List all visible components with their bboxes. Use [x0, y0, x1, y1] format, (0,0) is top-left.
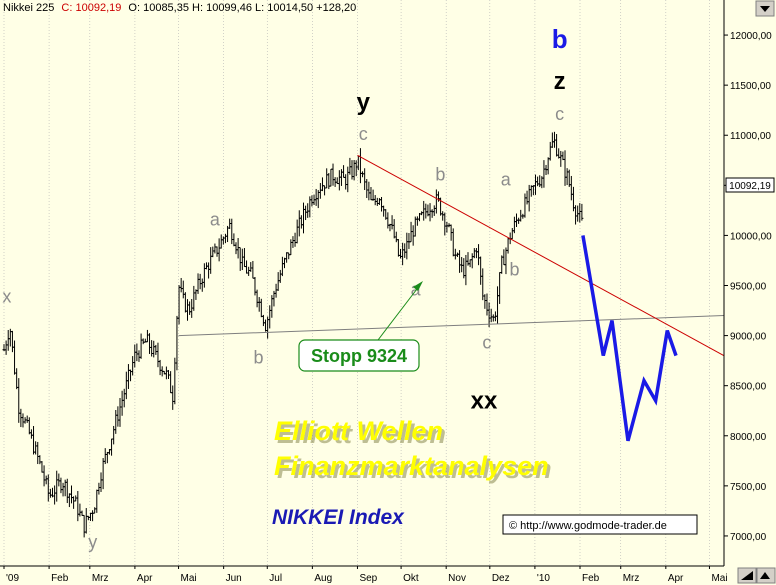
copyright: © http://www.godmode-trader.de: [509, 520, 667, 532]
y-tick-label: 8000,00: [730, 432, 767, 443]
wave-label: x: [2, 287, 11, 307]
stop-box: Stopp 9324: [311, 346, 407, 366]
x-tick-label: Feb: [51, 573, 69, 584]
y-axis-panel: [724, 0, 776, 566]
brand-title-shadow-1: Elliott Wellen: [277, 419, 446, 449]
y-tick-label: 11500,00: [730, 81, 771, 92]
brand-title-shadow-2: Finanzmarktanalysen: [277, 454, 552, 484]
x-axis-panel: [0, 566, 776, 585]
wave-label: b: [510, 259, 520, 279]
wave-label: c: [359, 124, 368, 144]
wave-label: b: [552, 24, 568, 54]
header-ohlc: O: 10085,35 H: 10099,46 L: 10014,50 +128…: [128, 2, 356, 14]
copyright-frame: [502, 514, 698, 535]
wave-label: b: [435, 164, 445, 184]
chevron-up-icon: [760, 572, 770, 579]
vertical-grid: [3, 0, 710, 566]
wave-label: y: [357, 89, 371, 116]
wave-label: a: [501, 169, 512, 189]
x-tick-label: Sep: [359, 573, 377, 584]
x-tick-label: Okt: [403, 573, 419, 584]
y-tick-label: 7000,00: [730, 532, 767, 543]
x-tick-label: Mai: [181, 573, 197, 584]
x-axis: '09 Feb Mrz Apr Mai Jun Jul Aug Sep Okt Nov Dez '10 F…: [3, 566, 728, 584]
y-tick-label: 8500,00: [730, 382, 767, 393]
header: Nikkei 225 C: 10092,19 O: 10085,35 H: 10…: [3, 2, 356, 14]
y-tick-label: 10000,00: [730, 231, 772, 242]
y-tick-label: 11000,00: [730, 131, 771, 142]
resize-triangle-icon: [741, 571, 753, 580]
index-name: NIKKEI Index: [272, 506, 405, 529]
y-tick-label: 7500,00: [730, 482, 767, 493]
wave-label: c: [555, 104, 564, 124]
wave-label: a: [210, 209, 221, 229]
wave-label: z: [554, 68, 566, 95]
x-tick-label: Nov: [448, 573, 466, 584]
header-symbol: Nikkei 225: [3, 2, 54, 14]
x-tick-label: Aug: [314, 573, 332, 584]
price-tag: 10092,19: [729, 181, 771, 192]
wave-label: c: [482, 333, 491, 353]
x-tick-label: Feb: [582, 573, 600, 584]
stop-arrowhead: [413, 281, 423, 291]
x-tick-label: Jul: [269, 573, 282, 584]
price-tag-box: [725, 177, 775, 193]
x-tick-label: Apr: [668, 573, 684, 584]
x-tick-label: Mai: [711, 573, 727, 584]
wave-label: y: [88, 532, 97, 552]
x-tick-label: '09: [6, 573, 19, 584]
y-tick-label: 9000,00: [730, 332, 767, 343]
wave-label: xx: [471, 388, 498, 415]
price-bars: [2, 131, 584, 538]
x-tick-label: '10: [537, 573, 550, 584]
x-tick-label: Mrz: [623, 573, 640, 584]
header-close: C: 10092,19: [61, 2, 121, 14]
x-tick-label: Jun: [226, 573, 242, 584]
x-tick-label: Apr: [137, 573, 153, 584]
red-trendline: [357, 154, 725, 357]
forecast-line: [581, 235, 678, 442]
chevron-down-icon: [760, 6, 770, 12]
stop-box-frame: [298, 339, 420, 372]
x-tick-label: Mrz: [92, 573, 109, 584]
wave-label: b: [254, 348, 264, 368]
y-tick-label: 12000,00: [730, 31, 772, 42]
gray-trendline: [178, 315, 725, 337]
brand-title-line1: Elliott Wellen: [274, 416, 443, 446]
y-tick-label: 9500,00: [730, 282, 767, 293]
x-tick-label: Dez: [492, 573, 510, 584]
brand-title-line2: Finanzmarktanalysen: [274, 451, 549, 481]
stop-arrow: [377, 284, 421, 341]
